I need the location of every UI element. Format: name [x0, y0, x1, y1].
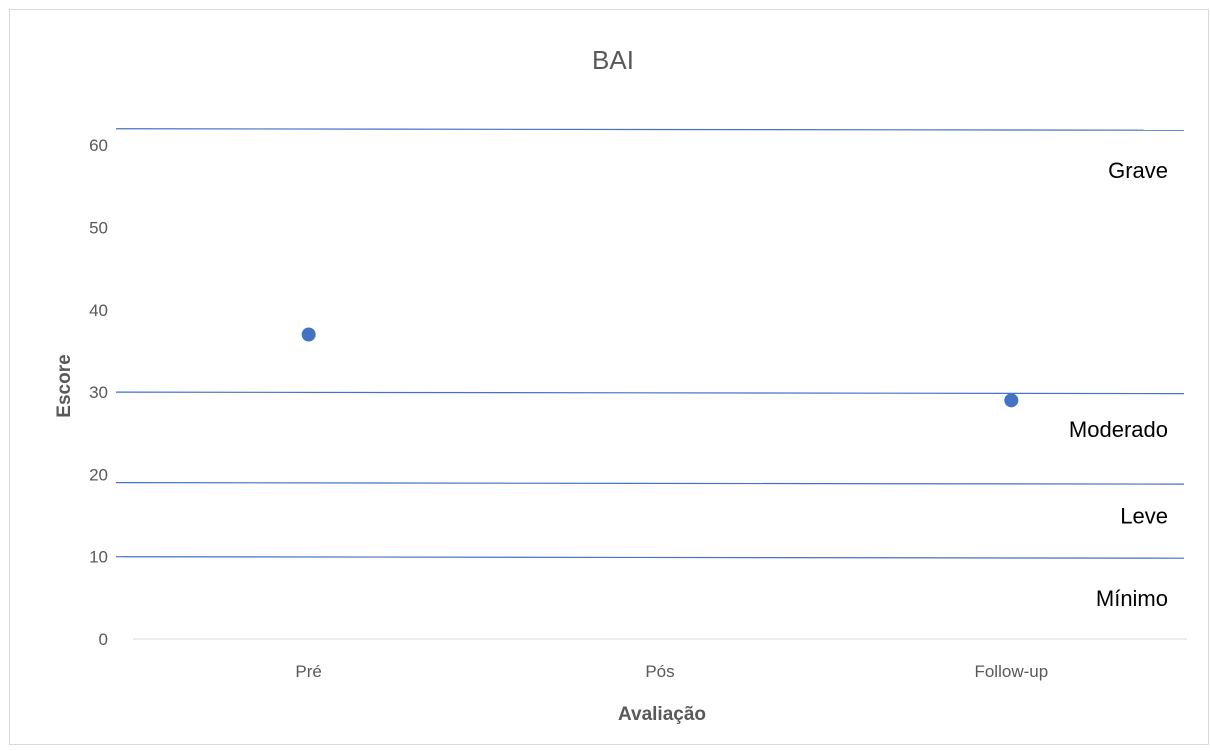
y-axis-title: Escore [54, 354, 75, 417]
band-label: Moderado [1069, 417, 1168, 442]
reference-line [115, 128, 1185, 131]
band-label: Grave [1108, 158, 1168, 183]
bai-chart: BAI 0 10 20 30 40 50 60 Pré Pós Follow-up Mínimo Le… [54, 45, 1187, 725]
chart-frame: BAI 0 10 20 30 40 50 60 Pré Pós Follow-up Mínimo Le… [9, 9, 1209, 745]
x-axis-title: Avaliação [618, 704, 706, 725]
y-tick-label: 50 [89, 219, 108, 238]
chart-title: BAI [592, 45, 634, 75]
data-point [301, 327, 316, 342]
y-tick-label: 20 [89, 465, 108, 484]
band-label: Leve [1120, 504, 1168, 529]
x-tick-label: Pré [295, 662, 321, 681]
reference-line [115, 556, 1185, 559]
x-tick-label: Pós [645, 662, 674, 681]
y-tick-label: 60 [89, 136, 108, 155]
plot-area: 0 10 20 30 40 50 60 Pré Pós Follow-up Mínimo Leve Mo… [89, 128, 1187, 681]
y-tick-label: 30 [89, 383, 108, 402]
y-tick-label: 40 [89, 301, 108, 320]
x-tick-label: Follow-up [974, 662, 1048, 681]
band-label: Mínimo [1096, 586, 1168, 611]
reference-line [115, 391, 1185, 395]
reference-line [115, 482, 1185, 485]
y-tick-label: 10 [89, 548, 108, 567]
y-tick-label: 0 [99, 630, 108, 649]
data-point [1004, 393, 1019, 408]
